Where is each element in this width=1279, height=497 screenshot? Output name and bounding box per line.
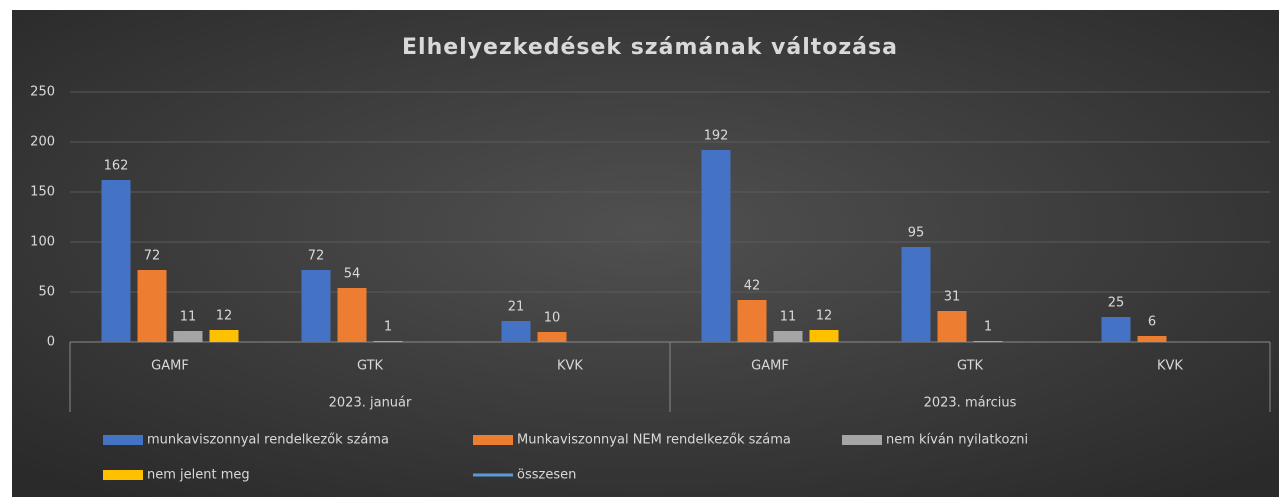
bar (773, 331, 803, 342)
data-label: 25 (1108, 296, 1125, 311)
data-label: 72 (144, 249, 161, 264)
data-label: 12 (216, 309, 233, 324)
chart-background (12, 10, 1279, 497)
data-label: 1 (384, 320, 392, 335)
bar (173, 331, 203, 342)
bar (137, 270, 167, 342)
legend-label: munkaviszonnyal rendelkezők száma (147, 433, 389, 448)
data-label: 10 (544, 311, 561, 326)
bar (501, 321, 531, 342)
y-tick-label: 150 (30, 185, 55, 200)
group-label: 2023. március (924, 396, 1017, 411)
bar (737, 300, 767, 342)
data-label: 162 (104, 159, 129, 174)
bar (937, 311, 967, 342)
bar (1101, 317, 1131, 342)
data-label: 192 (704, 129, 729, 144)
x-tick-label: GTK (357, 359, 384, 374)
legend-swatch (103, 435, 143, 445)
bar (209, 330, 239, 342)
legend-label: Munkaviszonnyal NEM rendelkezők száma (517, 433, 791, 448)
y-tick-label: 250 (30, 85, 55, 100)
bar (301, 270, 331, 342)
bar (1137, 336, 1167, 342)
bar (701, 150, 731, 342)
bar (101, 180, 131, 342)
y-tick-label: 100 (30, 235, 55, 250)
data-label: 12 (816, 309, 833, 324)
data-label: 6 (1148, 315, 1156, 330)
chart-title: Elhelyezkedések számának változása (402, 35, 898, 60)
x-tick-label: KVK (1157, 359, 1183, 374)
bar (537, 332, 567, 342)
y-tick-label: 200 (30, 135, 55, 150)
data-label: 1 (984, 320, 992, 335)
y-tick-label: 0 (47, 335, 55, 350)
data-label: 31 (944, 290, 961, 305)
data-label: 11 (180, 310, 197, 325)
data-label: 42 (744, 279, 761, 294)
data-label: 72 (308, 249, 325, 264)
bar (901, 247, 931, 342)
x-tick-label: GAMF (151, 359, 189, 374)
data-label: 21 (508, 300, 525, 315)
data-label: 54 (344, 267, 361, 282)
bar (809, 330, 839, 342)
legend-label: nem jelent meg (147, 468, 250, 483)
legend-swatch (473, 435, 513, 445)
legend-label: összesen (517, 468, 576, 483)
data-label: 11 (780, 310, 797, 325)
x-tick-label: GAMF (751, 359, 789, 374)
group-label: 2023. január (329, 396, 412, 411)
data-label: 95 (908, 226, 925, 241)
legend-swatch (842, 435, 882, 445)
x-tick-label: GTK (957, 359, 984, 374)
x-tick-label: KVK (557, 359, 583, 374)
legend-label: nem kíván nyilatkozni (886, 433, 1028, 448)
y-tick-label: 50 (38, 285, 55, 300)
legend-swatch (103, 470, 143, 480)
bar (373, 341, 403, 342)
bar (973, 341, 1003, 342)
bar (337, 288, 367, 342)
